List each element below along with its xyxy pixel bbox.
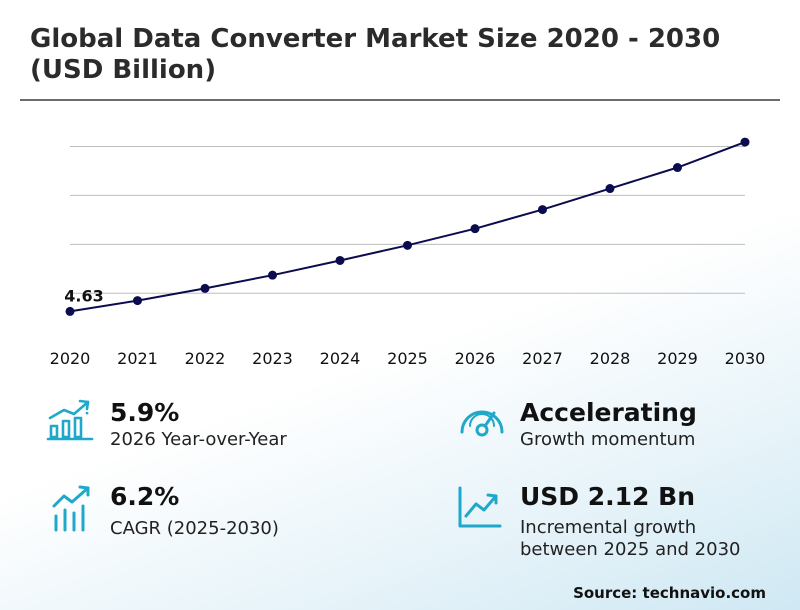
x-tick-label: 2025 [387, 349, 428, 368]
data-point [268, 270, 277, 280]
data-label: 4.63 [64, 286, 103, 305]
stat-cagr-label: CAGR (2025-2030) [110, 518, 279, 539]
chart-title: Global Data Converter Market Size 2020 -… [30, 24, 721, 85]
stat-momentum-value: Accelerating [520, 398, 697, 427]
stat-incremental-label-2: between 2025 and 2030 [520, 539, 741, 560]
source-credit: Source: technavio.com [573, 584, 766, 602]
data-point [740, 137, 750, 147]
stat-cagr: 6.2% CAGR (2025-2030) [50, 482, 380, 542]
data-point [200, 283, 210, 293]
x-tick-label: 2024 [320, 349, 361, 368]
data-point [65, 306, 75, 316]
x-tick-label: 2022 [185, 349, 226, 368]
data-point [403, 240, 412, 250]
stat-incremental: USD 2.12 Bn Incremental growth between 2… [456, 482, 786, 566]
stat-yoy-value: 5.9% [110, 398, 180, 427]
stat-momentum: Accelerating Growth momentum [456, 396, 776, 456]
stat-incremental-value: USD 2.12 Bn [520, 482, 695, 511]
data-point [605, 184, 615, 194]
trend-bars-icon [52, 485, 90, 532]
bar-growth-icon [46, 399, 94, 441]
stat-cagr-value: 6.2% [110, 482, 180, 511]
stat-incremental-label-1: Incremental growth [520, 517, 697, 538]
data-point [538, 205, 547, 215]
title-divider [20, 99, 780, 101]
data-point [335, 255, 345, 265]
line-chart: 2020 2021 2022 2023 2024 2025 2026 2027 2028 2029… [50, 137, 766, 368]
x-tick-label: 2027 [522, 349, 563, 368]
x-tick-label: 2026 [455, 349, 496, 368]
x-tick-label: 2030 [725, 349, 766, 368]
data-point [673, 163, 682, 173]
stat-yoy: 5.9% 2026 Year-over-Year [46, 396, 376, 456]
stat-yoy-label: 2026 Year-over-Year [110, 429, 287, 450]
data-point [133, 296, 142, 306]
x-tick-label: 2021 [117, 349, 158, 368]
data-point [470, 224, 480, 234]
x-tick-label: 2029 [657, 349, 698, 368]
x-tick-label: 2020 [50, 349, 91, 368]
trend-chart-icon [458, 486, 502, 528]
series-line [69, 141, 746, 313]
stat-momentum-label: Growth momentum [520, 429, 696, 450]
x-tick-label: 2023 [252, 349, 293, 368]
gauge-icon [460, 410, 504, 437]
x-tick-label: 2028 [590, 349, 631, 368]
